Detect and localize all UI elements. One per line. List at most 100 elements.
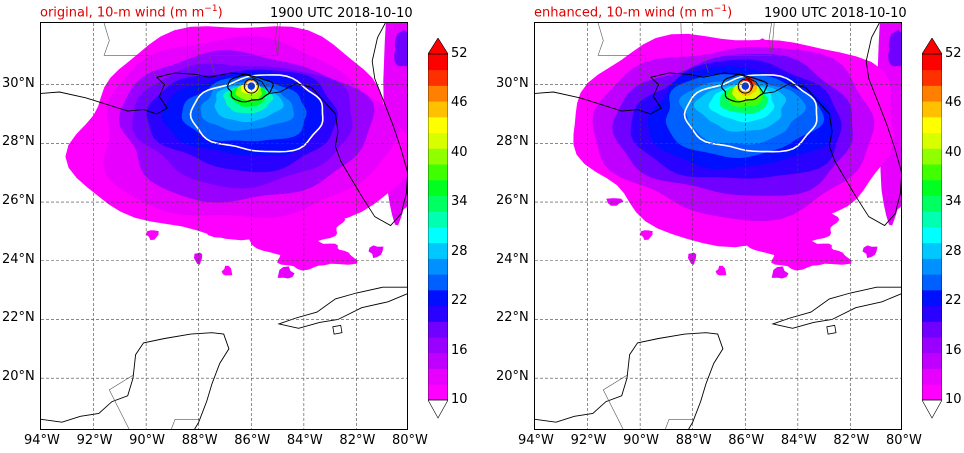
colorbar-segment xyxy=(922,384,942,401)
colorbar-segment xyxy=(428,211,448,228)
colorbar-tick-label: 46 xyxy=(451,95,468,111)
political-border xyxy=(602,374,628,429)
colorbar-segment xyxy=(428,258,448,275)
lat-tick-label: 30°N xyxy=(496,75,529,91)
political-border xyxy=(186,23,189,73)
lon-tick-label: 90°W xyxy=(129,433,166,448)
left-title-close: ) xyxy=(217,5,223,21)
colorbar-tick-label: 40 xyxy=(451,144,468,160)
left-title-sup: −1 xyxy=(204,4,218,14)
yucatan-coastline xyxy=(41,332,230,429)
wind-speckle xyxy=(368,245,384,259)
wind-speckle xyxy=(688,252,697,265)
wind-speckle xyxy=(715,265,727,276)
wind-speckle xyxy=(640,230,653,240)
yucatan-coastline xyxy=(535,332,724,429)
colorbar-segment xyxy=(428,85,448,102)
lat-tick-label: 26°N xyxy=(496,193,529,209)
wind-speckle xyxy=(277,266,295,279)
colorbar-segment xyxy=(922,195,942,212)
colorbar-segment xyxy=(428,195,448,212)
wind-speckle xyxy=(606,198,624,206)
colorbar-segment xyxy=(428,321,448,338)
lat-tick-label: 20°N xyxy=(496,369,529,385)
colorbar-segment xyxy=(922,352,942,369)
colorbar-segment xyxy=(922,368,942,385)
wind-speckle xyxy=(221,265,233,276)
colorbar-segment xyxy=(428,242,448,259)
colorbar-segment xyxy=(428,164,448,181)
colorbar-segment xyxy=(428,179,448,196)
colorbar-segment xyxy=(428,384,448,401)
lat-tick-label: 24°N xyxy=(2,251,35,267)
colorbar-min-arrow xyxy=(428,399,448,419)
colorbar-segment xyxy=(922,101,942,118)
left-panel: original, 10-m wind (m m−1) 1900 UTC 201… xyxy=(2,4,468,448)
left-map-svg xyxy=(41,23,407,429)
lat-tick-label: 30°N xyxy=(2,75,35,91)
colorbar-segment xyxy=(922,258,942,275)
colorbar-segment xyxy=(922,289,942,307)
right-gridlines xyxy=(535,23,901,429)
colorbar-segment xyxy=(428,54,448,71)
colorbar-segment xyxy=(428,352,448,369)
right-panel-time: 1900 UTC 2018-10-10 xyxy=(764,6,907,21)
political-border xyxy=(277,23,281,56)
wind-isoline-black xyxy=(226,73,274,103)
right-title-sup: −1 xyxy=(713,4,728,14)
wind-speckle xyxy=(146,230,159,240)
lon-tick-label: 88°W xyxy=(675,433,712,448)
colorbar-segment xyxy=(428,227,448,244)
colorbar-max-arrow xyxy=(428,38,448,55)
right-wind-field xyxy=(573,23,901,279)
colorbar-tick-label: 28 xyxy=(451,243,468,259)
cuba-coastline xyxy=(771,286,901,329)
left-gridlines xyxy=(41,23,407,429)
colorbar-segment xyxy=(922,179,942,196)
left-wind-field xyxy=(65,23,407,279)
colorbar-segment xyxy=(428,337,448,354)
colorbar-segment xyxy=(922,85,942,102)
wind-isoline-white xyxy=(189,74,324,153)
colorbar-frame xyxy=(428,53,448,401)
left-map xyxy=(40,22,408,430)
left-coastlines xyxy=(41,23,407,429)
lat-tick-label: 28°N xyxy=(496,134,529,150)
political-border xyxy=(680,23,683,73)
colorbar-segment xyxy=(922,69,942,86)
wind-tail-south xyxy=(277,238,358,271)
colorbar-tick-label: 22 xyxy=(945,293,962,309)
lat-tick-label: 28°N xyxy=(2,134,35,150)
isle-of-youth xyxy=(332,324,343,335)
colorbar-tick-label: 22 xyxy=(451,293,468,309)
right-map xyxy=(534,22,902,430)
left-panel-title: original, 10-m wind (m m−1) xyxy=(40,4,223,20)
political-border xyxy=(171,419,199,429)
left-panel-time: 1900 UTC 2018-10-10 xyxy=(270,6,413,21)
lon-tick-label: 86°W xyxy=(234,433,271,448)
colorbar-tick-label: 28 xyxy=(945,243,962,259)
colorbar-segment xyxy=(428,148,448,165)
wind-tail-south xyxy=(771,238,852,271)
colorbar-segment xyxy=(428,69,448,86)
lon-tick-label: 90°W xyxy=(623,433,660,448)
colorbar-segment xyxy=(922,242,942,259)
colorbar-tick-label: 10 xyxy=(451,392,468,407)
lat-tick-label: 20°N xyxy=(2,369,35,385)
political-border xyxy=(597,23,651,78)
colorbar-min-arrow xyxy=(922,399,942,419)
wind-speckle xyxy=(862,245,878,259)
right-panel: enhanced, 10-m wind (m m−1) 1900 UTC 201… xyxy=(494,0,964,453)
political-border xyxy=(103,23,157,78)
colorbar-tick-label: 34 xyxy=(945,194,962,210)
right-colorbar xyxy=(922,38,942,419)
lon-tick-label: 86°W xyxy=(728,433,765,448)
colorbar-segment xyxy=(428,116,448,134)
wind-speckle xyxy=(771,266,789,279)
colorbar-segment xyxy=(922,54,942,71)
right-title-text: enhanced, 10-m wind (m m xyxy=(534,5,714,21)
lon-tick-label: 84°W xyxy=(286,433,323,448)
lon-tick-label: 92°W xyxy=(76,433,113,448)
colorbar-segment xyxy=(428,305,448,322)
colorbar-segment xyxy=(428,368,448,385)
